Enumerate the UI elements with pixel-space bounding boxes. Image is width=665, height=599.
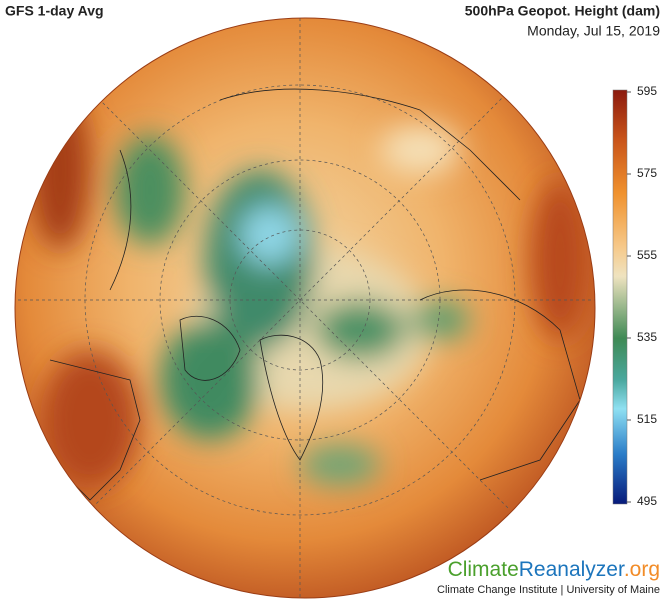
colorbar-tick-label: 495 (637, 494, 657, 508)
map-date: Monday, Jul 15, 2019 (527, 23, 660, 39)
colorbar-tick-label: 595 (637, 84, 657, 98)
model-label: GFS 1-day Avg (5, 3, 104, 19)
colorbar-tick-label: 555 (637, 248, 657, 262)
map-title: 500hPa Geopot. Height (dam) (465, 3, 660, 19)
logo: ClimateReanalyzer.org (448, 558, 660, 581)
logo-part: Climate (448, 558, 519, 581)
colorbar-tick-label: 535 (637, 330, 657, 344)
logo-part: .org (624, 558, 660, 581)
logo-part: Reanalyzer (519, 558, 625, 581)
colorbar-tick-label: 515 (637, 412, 657, 426)
credit: Climate Change Institute | University of… (437, 584, 660, 596)
globe-rim (14, 17, 596, 599)
colorbar-tick-label: 575 (637, 166, 657, 180)
colorbar (612, 89, 628, 505)
globe (15, 18, 595, 598)
colorbar-ticks: 595 575 555 535 515 495 (627, 84, 657, 508)
